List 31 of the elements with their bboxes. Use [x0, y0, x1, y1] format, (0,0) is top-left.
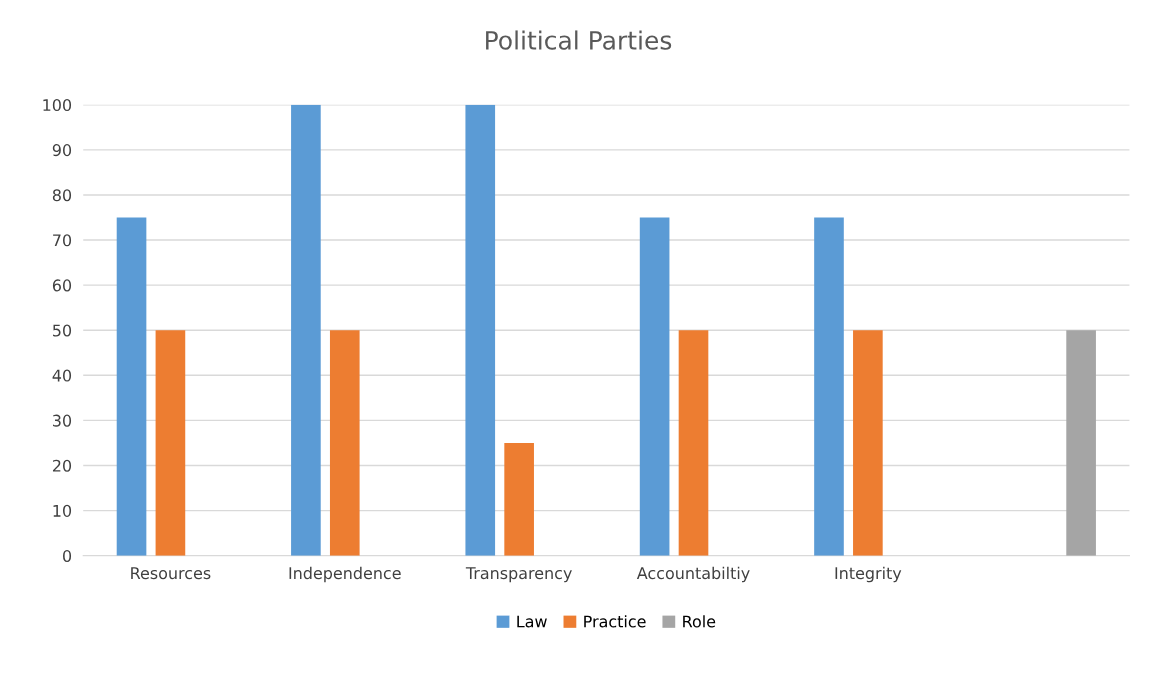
legend-label: Law	[517, 615, 547, 628]
x-tick-label: Integrity	[835, 566, 902, 583]
y-tick-label: 80	[52, 189, 72, 202]
legend-label: Practice	[584, 615, 646, 628]
bar	[155, 330, 186, 556]
bar	[853, 330, 883, 556]
y-tick-label: 40	[52, 369, 72, 382]
y-tick-label: 10	[53, 504, 72, 517]
y-tick-label: 70	[53, 234, 72, 247]
y-tick-label: 20	[52, 459, 72, 472]
y-tick-label: 50	[53, 324, 72, 337]
x-tick-label: Transparency	[465, 567, 572, 583]
bar	[639, 217, 670, 556]
y-tick-label: 60	[52, 279, 72, 292]
x-tick-label: Independence	[289, 566, 401, 583]
bar	[504, 442, 534, 556]
bar	[116, 217, 147, 556]
y-tick-label: 0	[63, 549, 72, 562]
bar	[329, 330, 360, 556]
x-tick-label: Accountabiltiy	[636, 566, 750, 583]
bar	[1066, 330, 1096, 556]
y-tick-label: 100	[43, 98, 72, 112]
bar	[465, 104, 496, 556]
bar	[678, 330, 709, 556]
bar	[291, 104, 321, 556]
chart-title: Political Parties	[486, 30, 672, 50]
x-tick-label: Resources	[131, 567, 211, 580]
bar	[814, 217, 844, 556]
legend-label: Role	[683, 615, 716, 628]
y-tick-label: 90	[52, 144, 72, 157]
y-tick-label: 30	[53, 414, 72, 427]
